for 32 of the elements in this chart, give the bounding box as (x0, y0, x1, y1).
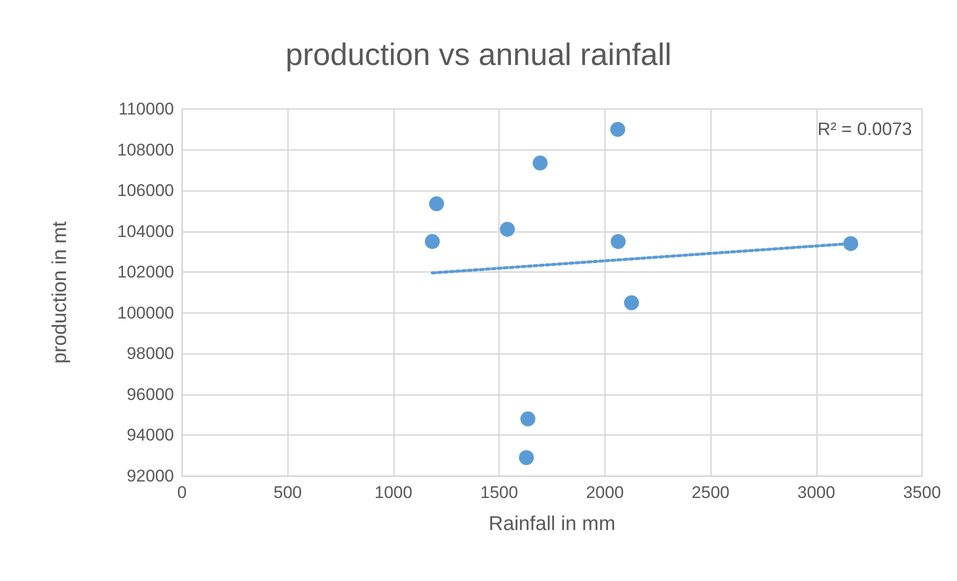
x-tick-label: 0 (177, 483, 187, 502)
x-tick-label: 1000 (374, 483, 412, 502)
x-tick-label: 3500 (903, 483, 941, 502)
point (424, 234, 440, 250)
point (610, 234, 626, 250)
y-tick-label: 108000 (117, 140, 174, 160)
y-tick-label: 110000 (118, 100, 174, 118)
chart-title: production vs annual rainfall (285, 37, 672, 72)
y-tick-label: 102000 (117, 262, 174, 282)
x-tick-label: 3000 (797, 483, 836, 502)
y-tick-label: 94000 (126, 426, 174, 445)
annotation: R² = 0.0073 (817, 119, 912, 139)
point (500, 222, 515, 237)
y-tick-label: 96000 (126, 384, 174, 404)
y-tick-label: 98000 (126, 344, 174, 364)
x-tick-label: 2000 (586, 483, 624, 502)
point (624, 295, 639, 310)
y-axis-title: production in mt (49, 220, 71, 364)
point (532, 156, 548, 171)
y-tick-label: 106000 (117, 181, 174, 200)
x-tick-label: 500 (274, 483, 302, 502)
point (429, 196, 444, 212)
y-tick-label: 92000 (126, 466, 174, 486)
point (610, 122, 626, 137)
y-tick-label: 100000 (117, 303, 174, 322)
y-tick-label: 104000 (117, 222, 174, 241)
x-tick-label: 1500 (480, 483, 518, 502)
x-axis-title: Rainfall in mm (488, 513, 616, 535)
point (518, 450, 534, 466)
point (520, 411, 536, 426)
x-tick-label: 2500 (692, 483, 730, 502)
point (843, 236, 858, 252)
